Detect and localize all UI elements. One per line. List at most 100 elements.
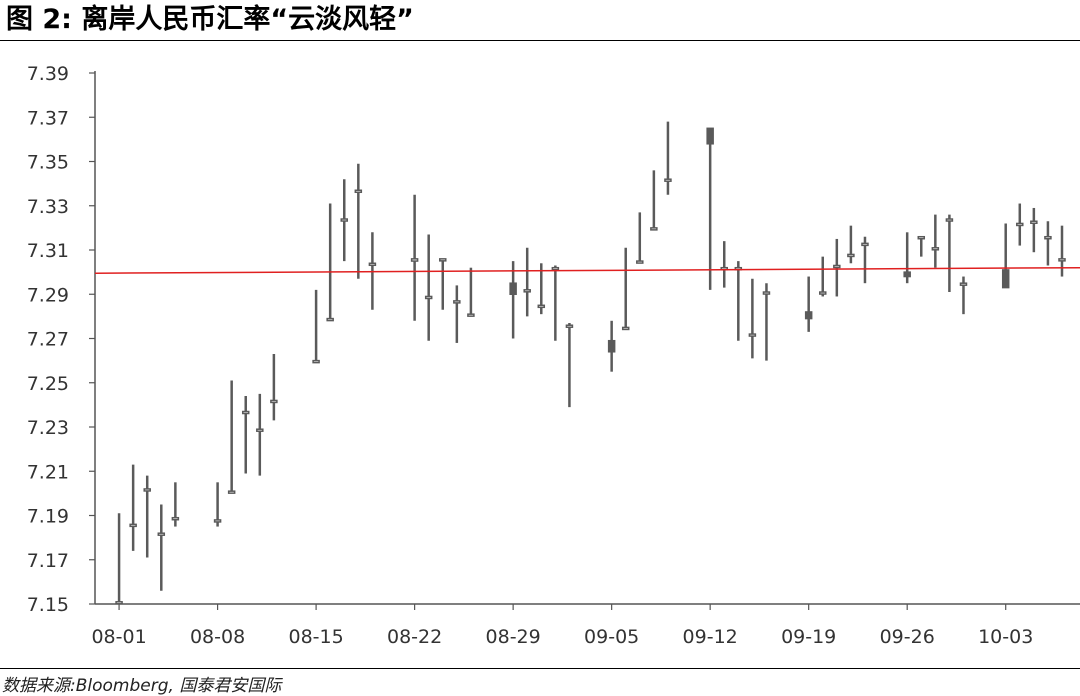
candle bbox=[1030, 207, 1038, 253]
candle bbox=[664, 121, 672, 195]
candle-body bbox=[621, 326, 630, 331]
candle bbox=[354, 163, 363, 279]
candle bbox=[537, 263, 546, 315]
candle-body bbox=[537, 304, 546, 309]
candle-body bbox=[762, 291, 771, 295]
candle bbox=[706, 127, 714, 290]
x-tick-label: 09-05 bbox=[584, 626, 639, 648]
candle-body bbox=[903, 271, 911, 278]
candle bbox=[1001, 223, 1010, 289]
y-tick-label: 7.15 bbox=[27, 594, 69, 616]
x-tick-label: 08-22 bbox=[387, 626, 442, 648]
candle-body bbox=[523, 289, 531, 293]
candle bbox=[410, 194, 419, 321]
candle bbox=[171, 482, 180, 527]
reference-line-group bbox=[94, 266, 1080, 274]
candle-body bbox=[565, 324, 574, 328]
y-tick-label: 7.19 bbox=[27, 506, 69, 528]
candle bbox=[439, 258, 447, 310]
candle bbox=[748, 278, 757, 359]
candle-body bbox=[241, 410, 250, 415]
candle-body bbox=[270, 399, 278, 404]
y-tick-label: 7.35 bbox=[27, 152, 69, 174]
candle-body bbox=[312, 359, 320, 364]
candle-body bbox=[959, 282, 968, 286]
candle bbox=[804, 276, 813, 332]
candle-body bbox=[115, 601, 123, 605]
source-divider bbox=[0, 668, 1080, 669]
candle bbox=[340, 179, 348, 262]
candle bbox=[424, 234, 433, 341]
x-tick-label: 08-01 bbox=[91, 626, 146, 648]
candle bbox=[1058, 225, 1066, 277]
y-axis: 7.15 7.17 7.19 7.21 7.23 7.25 7.27 7.29 7.31 7.33… bbox=[27, 63, 96, 616]
candle bbox=[917, 235, 926, 257]
candle bbox=[115, 513, 123, 605]
candle bbox=[720, 241, 728, 288]
candle-body bbox=[804, 311, 813, 320]
candle bbox=[129, 464, 137, 551]
candle bbox=[326, 203, 334, 322]
candle bbox=[607, 320, 616, 372]
candles bbox=[115, 121, 1066, 605]
candle-body bbox=[551, 266, 560, 271]
candle-body bbox=[931, 247, 940, 251]
candle-body bbox=[819, 291, 827, 295]
y-tick-label: 7.37 bbox=[27, 107, 69, 129]
x-axis: 08-01 08-08 08-15 08-22 08-29 09-05 09-12 09-19… bbox=[91, 603, 1080, 648]
candle bbox=[157, 504, 166, 591]
y-tick-label: 7.31 bbox=[27, 240, 69, 262]
candle-body bbox=[1030, 220, 1038, 224]
candle-body bbox=[340, 218, 348, 222]
candle bbox=[650, 170, 658, 231]
candle bbox=[467, 267, 475, 317]
candle bbox=[833, 238, 841, 297]
candle bbox=[565, 323, 574, 408]
candle-body bbox=[467, 313, 475, 317]
title-divider bbox=[0, 40, 1080, 41]
candle bbox=[256, 393, 264, 476]
candle bbox=[312, 289, 320, 364]
y-tick-label: 7.25 bbox=[27, 373, 69, 395]
candle-body bbox=[129, 523, 137, 528]
candle bbox=[762, 283, 771, 361]
candle bbox=[945, 214, 954, 293]
y-tick-label: 7.21 bbox=[27, 461, 69, 483]
candle-body bbox=[368, 262, 377, 267]
candle bbox=[227, 380, 236, 494]
candle-body bbox=[847, 253, 855, 258]
candle-body bbox=[424, 295, 433, 300]
y-tick-label: 7.23 bbox=[27, 417, 69, 439]
candle-body bbox=[227, 490, 236, 494]
candle bbox=[931, 214, 940, 268]
candle-body bbox=[143, 488, 151, 492]
candle-body bbox=[636, 260, 644, 264]
candle-body bbox=[861, 242, 869, 247]
reference-line bbox=[94, 266, 1080, 274]
candle bbox=[819, 256, 827, 297]
candle-body bbox=[171, 516, 180, 521]
candle bbox=[1016, 203, 1024, 246]
page-title: 图 2: 离岸人民币汇率“云淡风轻” bbox=[6, 4, 414, 35]
candle-body bbox=[509, 282, 517, 295]
candle-body bbox=[410, 258, 419, 262]
candle-body bbox=[607, 339, 616, 353]
candle bbox=[509, 261, 517, 339]
candle-body bbox=[213, 519, 222, 523]
candle bbox=[551, 265, 560, 341]
candle bbox=[143, 475, 151, 558]
candle-body bbox=[157, 532, 166, 536]
candle-body bbox=[1058, 258, 1066, 262]
y-tick-label: 7.17 bbox=[27, 550, 69, 572]
candle-body bbox=[748, 333, 757, 337]
candle bbox=[270, 353, 278, 421]
candle bbox=[959, 276, 968, 315]
candle bbox=[621, 247, 630, 331]
x-tick-label: 08-29 bbox=[486, 626, 541, 648]
candle-body bbox=[917, 235, 926, 240]
candle-body bbox=[1001, 269, 1010, 289]
candle-body bbox=[354, 189, 363, 194]
candle-body bbox=[833, 264, 841, 269]
x-tick-label: 08-08 bbox=[190, 626, 245, 648]
